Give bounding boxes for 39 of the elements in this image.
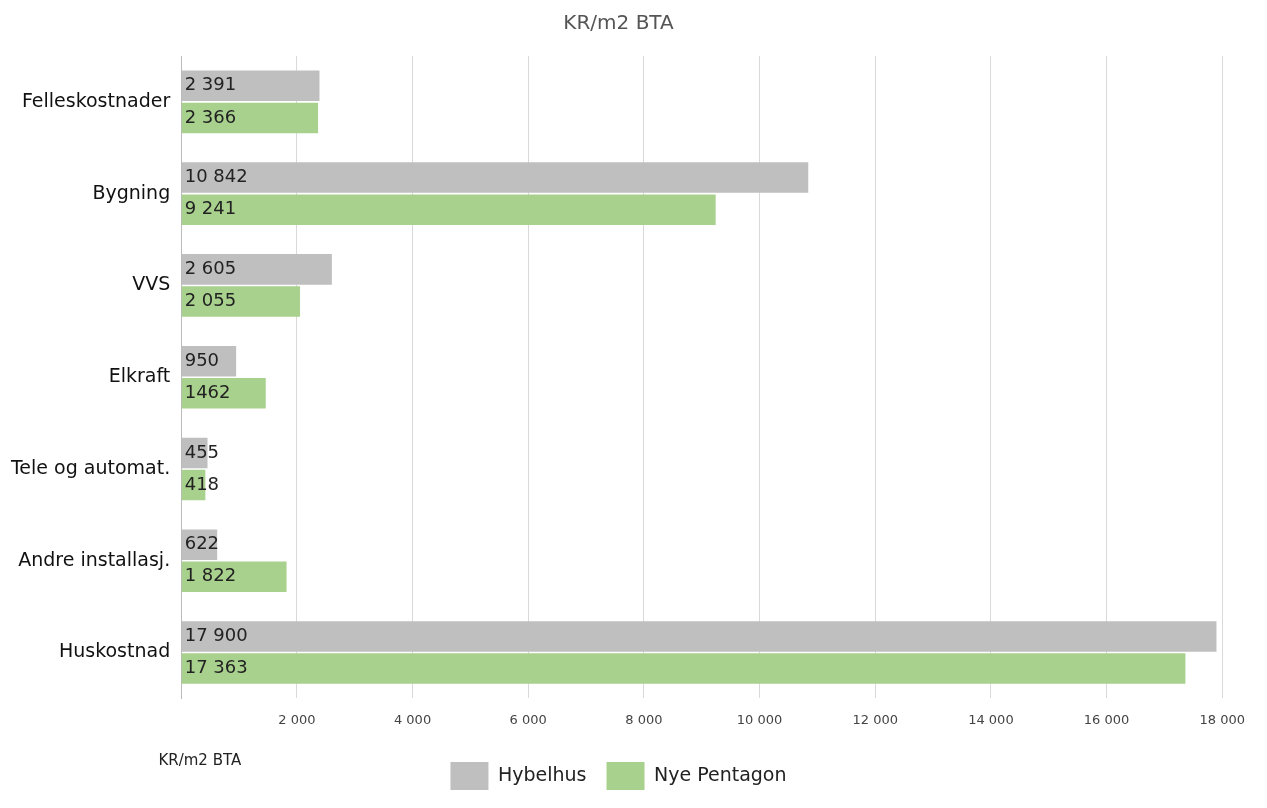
y-tick-label: Andre installasj.: [18, 547, 171, 570]
legend-label: Nye Pentagon: [654, 762, 787, 785]
x-tick-label: 6 000: [509, 711, 547, 727]
bar: [181, 561, 287, 593]
y-tick-label: VVS: [132, 272, 171, 295]
data-label: 2 366: [184, 105, 237, 127]
data-label: 17 900: [184, 624, 248, 646]
data-label: 2 605: [184, 257, 237, 279]
data-label: 1462: [184, 380, 231, 402]
bar: [181, 194, 716, 225]
data-label: 455: [184, 440, 220, 462]
x-tick-label: 8 000: [625, 711, 663, 727]
y-tick-label: Huskostnad: [58, 639, 171, 662]
data-label: 17 363: [184, 656, 248, 678]
x-tick-label: 10 000: [736, 711, 783, 727]
data-label: 10 842: [184, 165, 248, 187]
x-tick-label: 18 000: [1199, 711, 1246, 727]
data-label: 2 055: [184, 289, 237, 311]
x-tick-label: 14 000: [968, 711, 1014, 727]
x-tick-label: 4 000: [393, 711, 432, 727]
x-tick-label: 16 000: [1083, 711, 1130, 727]
data-label: 1 822: [184, 564, 237, 586]
y-tick-label: Felleskostnader: [21, 88, 171, 111]
x-axis-title: KR/m2 BTA: [158, 751, 242, 770]
x-tick-label: 2 000: [278, 711, 316, 727]
y-tick-label: Tele og automat.: [10, 455, 171, 478]
bar: [181, 286, 301, 317]
y-tick-label: Elkraft: [108, 364, 171, 387]
legend-label: Hybelhus: [497, 762, 587, 785]
data-label: 950: [184, 348, 220, 370]
bar: [181, 378, 266, 409]
data-label: 622: [184, 532, 220, 554]
chart-title: KR/m2 BTA: [563, 10, 674, 35]
bar: [181, 102, 319, 134]
y-tick-label: Bygning: [92, 180, 171, 203]
data-label: 2 391: [184, 73, 237, 95]
bar: [181, 653, 1186, 684]
x-tick-label: 12 000: [852, 711, 898, 727]
data-label: 9 241: [184, 197, 237, 219]
